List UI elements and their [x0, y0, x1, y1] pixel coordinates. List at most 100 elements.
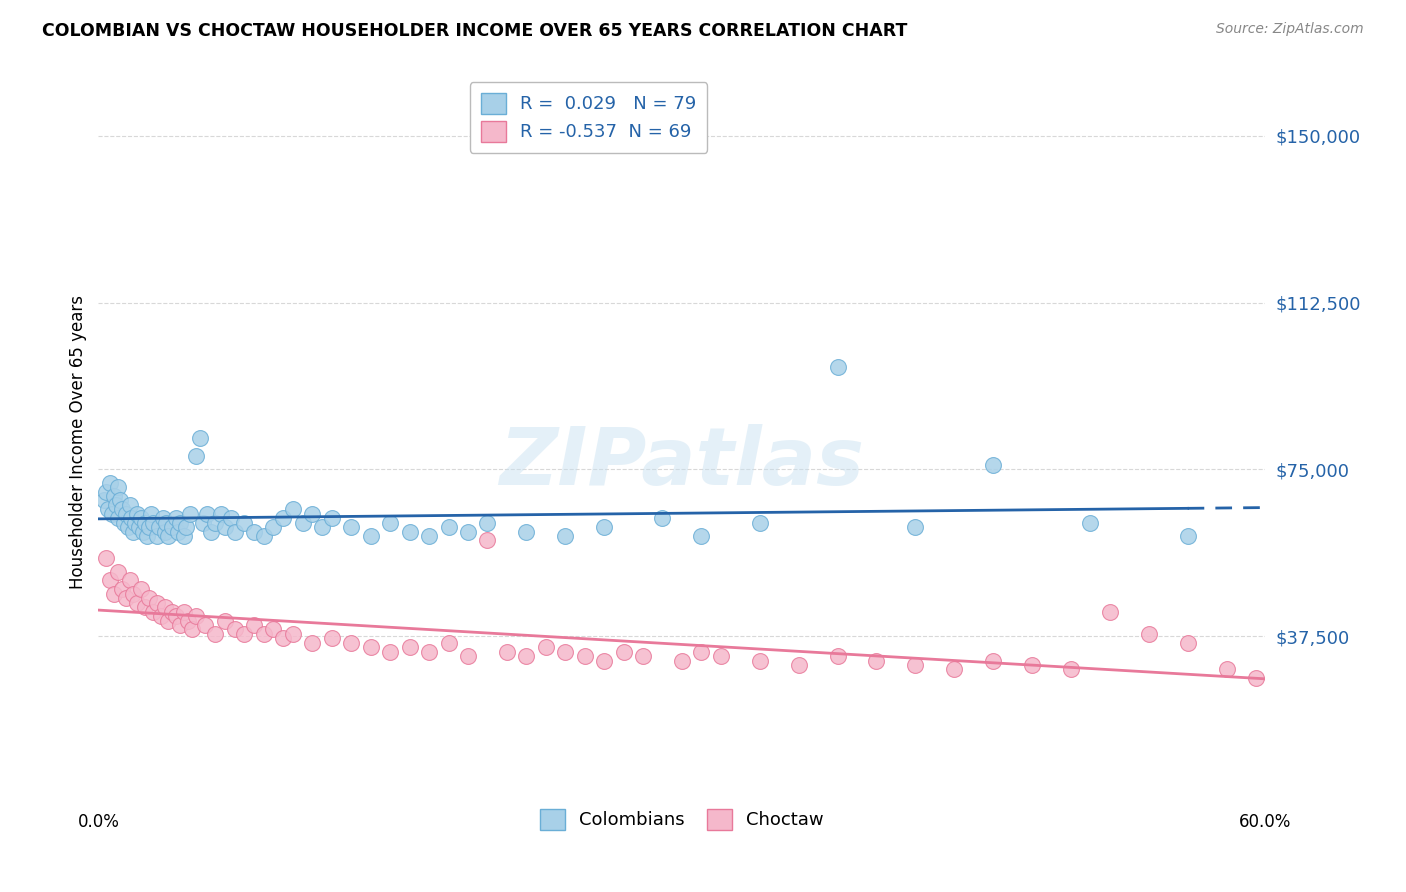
Point: [153, 524, 176, 539]
Point: [209, 507, 232, 521]
Point: [380, 516, 402, 530]
Point: [253, 529, 276, 543]
Point: [748, 516, 770, 530]
Point: [787, 657, 810, 672]
Point: [155, 516, 177, 530]
Point: [418, 529, 440, 543]
Point: [554, 645, 576, 659]
Point: [96, 484, 118, 499]
Point: [122, 587, 145, 601]
Point: [710, 649, 733, 664]
Point: [1177, 636, 1199, 650]
Point: [97, 502, 120, 516]
Point: [515, 524, 537, 539]
Point: [132, 524, 155, 539]
Point: [398, 640, 420, 655]
Point: [107, 480, 129, 494]
Point: [690, 529, 713, 543]
Point: [904, 657, 927, 672]
Point: [167, 524, 190, 539]
Point: [134, 600, 156, 615]
Point: [129, 511, 152, 525]
Point: [233, 627, 256, 641]
Point: [243, 524, 266, 539]
Point: [134, 516, 156, 530]
Point: [157, 614, 180, 628]
Point: [311, 520, 333, 534]
Point: [321, 632, 343, 646]
Point: [437, 636, 460, 650]
Point: [418, 645, 440, 659]
Point: [281, 502, 304, 516]
Point: [340, 636, 363, 650]
Point: [152, 511, 174, 525]
Point: [380, 645, 402, 659]
Point: [162, 520, 184, 534]
Point: [253, 627, 276, 641]
Point: [118, 574, 141, 588]
Point: [827, 649, 849, 664]
Point: [1060, 662, 1083, 676]
Y-axis label: Householder Income Over 65 years: Householder Income Over 65 years: [69, 294, 87, 589]
Point: [631, 649, 654, 664]
Legend: Colombians, Choctaw: Colombians, Choctaw: [533, 802, 831, 837]
Point: [111, 582, 134, 597]
Point: [865, 653, 887, 667]
Point: [200, 524, 222, 539]
Point: [1177, 529, 1199, 543]
Point: [101, 507, 124, 521]
Point: [117, 520, 139, 534]
Point: [281, 627, 304, 641]
Point: [1098, 605, 1121, 619]
Point: [103, 587, 125, 601]
Point: [146, 529, 169, 543]
Point: [107, 565, 129, 579]
Point: [224, 623, 246, 637]
Point: [1021, 657, 1043, 672]
Point: [121, 511, 143, 525]
Point: [398, 524, 420, 539]
Point: [127, 596, 149, 610]
Point: [104, 498, 127, 512]
Point: [690, 645, 713, 659]
Point: [142, 516, 165, 530]
Point: [193, 516, 215, 530]
Point: [129, 582, 152, 597]
Point: [204, 516, 226, 530]
Point: [114, 507, 136, 521]
Point: [301, 507, 323, 521]
Point: [108, 493, 131, 508]
Point: [360, 640, 382, 655]
Point: [98, 574, 121, 588]
Point: [139, 507, 162, 521]
Point: [943, 662, 966, 676]
Point: [301, 636, 323, 650]
Point: [173, 529, 195, 543]
Point: [174, 520, 197, 534]
Point: [271, 632, 294, 646]
Point: [219, 511, 242, 525]
Point: [214, 614, 236, 628]
Point: [574, 649, 596, 664]
Point: [340, 520, 363, 534]
Point: [554, 529, 576, 543]
Point: [1244, 671, 1267, 685]
Point: [128, 520, 150, 534]
Point: [515, 649, 537, 664]
Point: [184, 609, 207, 624]
Point: [153, 600, 176, 615]
Point: [93, 493, 115, 508]
Point: [477, 516, 499, 530]
Point: [243, 618, 266, 632]
Point: [149, 609, 172, 624]
Point: [169, 516, 191, 530]
Point: [291, 516, 314, 530]
Point: [127, 507, 149, 521]
Point: [437, 520, 460, 534]
Point: [103, 489, 125, 503]
Point: [142, 605, 165, 619]
Point: [904, 520, 927, 534]
Point: [194, 618, 217, 632]
Point: [651, 511, 673, 525]
Point: [124, 516, 146, 530]
